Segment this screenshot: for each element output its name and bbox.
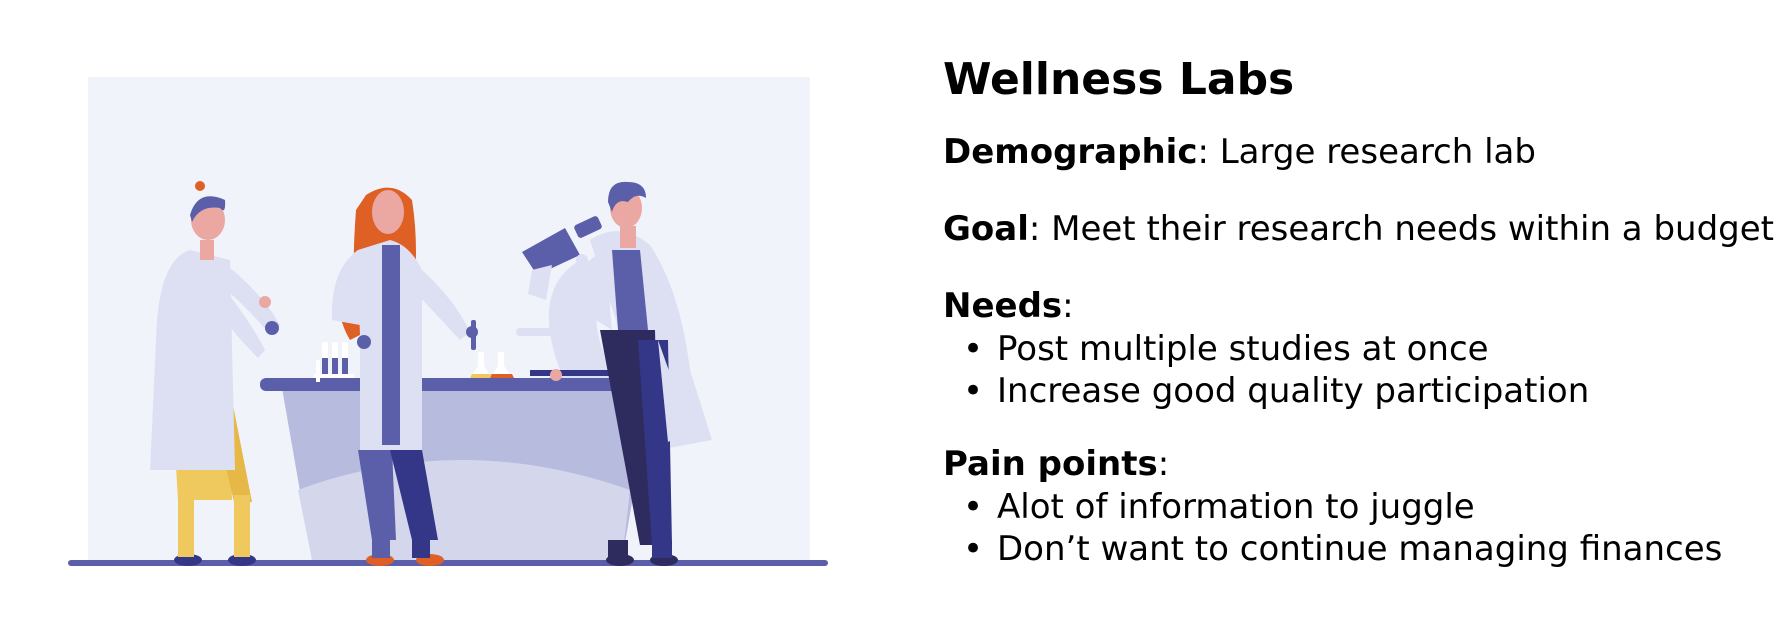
needs-item-text: Increase good quality participation: [997, 371, 1590, 411]
goal-field: Goal: Meet their research needs within a…: [943, 207, 1774, 251]
needs-colon: :: [1062, 286, 1074, 326]
demographic-field: Demographic: Large research lab: [943, 130, 1773, 174]
scientist-right: [550, 181, 712, 566]
bullet-icon: •: [963, 329, 984, 369]
pain-points-colon: :: [1157, 444, 1170, 484]
list-item: • Increase good quality participation: [943, 370, 1773, 412]
pain-points-label: Pain points: [943, 444, 1158, 484]
demographic-label: Demographic: [943, 132, 1198, 172]
bullet-icon: •: [963, 487, 984, 527]
lab-illustration: [60, 70, 840, 590]
lab-bench: [260, 378, 672, 560]
goal-value: Meet their research needs within a budge…: [1051, 209, 1774, 249]
bullet-icon: •: [963, 529, 984, 569]
flasks: [470, 352, 514, 378]
persona-title: Wellness Labs: [943, 54, 1295, 105]
test-tube-rack: [314, 342, 354, 382]
needs-list: • Post multiple studies at once • Increase…: [943, 328, 1773, 412]
goal-label: Goal: [943, 209, 1029, 249]
scientist-left: [150, 181, 280, 566]
lab-scientists-illustration-icon: [68, 77, 828, 566]
list-item: • Don’t want to continue managing finance…: [943, 528, 1773, 570]
goal-colon: :: [1028, 209, 1052, 249]
microscope: [516, 216, 620, 378]
list-item: • Post multiple studies at once: [943, 328, 1773, 370]
demographic-value: Large research lab: [1219, 132, 1536, 172]
list-item: • Alot of information to juggle: [943, 486, 1773, 528]
demographic-colon: :: [1197, 132, 1220, 172]
floor-line: [68, 560, 828, 566]
needs-item-text: Post multiple studies at once: [997, 329, 1489, 369]
bullet-icon: •: [963, 371, 984, 411]
scientist-middle: [331, 187, 478, 566]
pain-points-list: • Alot of information to juggle • Don’t wa…: [943, 486, 1773, 570]
pain-points-heading: Pain points:: [943, 442, 1773, 486]
persona-card: Wellness Labs Demographic: Large researc…: [943, 52, 1774, 600]
needs-heading: Needs:: [943, 284, 1773, 328]
needs-label: Needs: [943, 286, 1063, 326]
pain-points-item-text: Don’t want to continue managing finances: [997, 529, 1723, 569]
pain-points-item-text: Alot of information to juggle: [997, 487, 1475, 527]
